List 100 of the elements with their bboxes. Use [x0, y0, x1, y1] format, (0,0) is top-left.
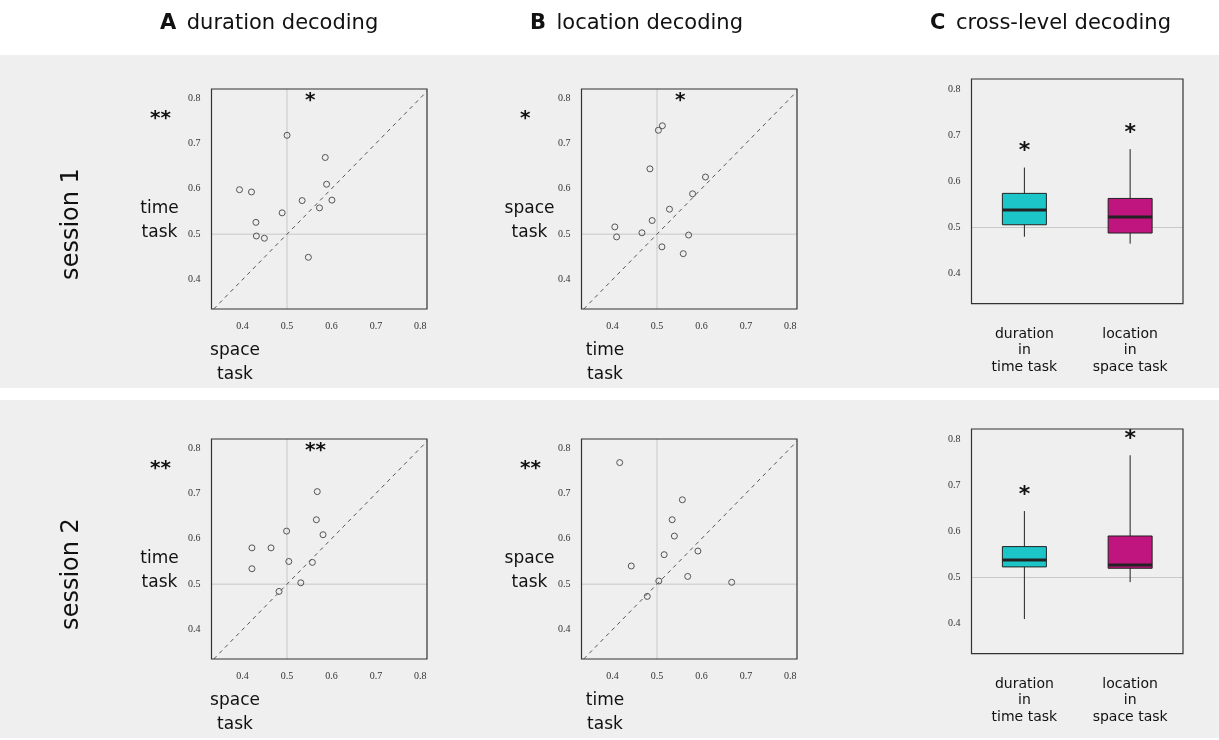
annotation: * — [1018, 480, 1031, 506]
point — [694, 547, 702, 555]
point — [668, 516, 676, 524]
y-axis-title: space task — [503, 196, 556, 243]
point — [328, 196, 336, 204]
point — [248, 544, 256, 552]
point — [247, 188, 255, 196]
annotation: ** — [305, 437, 326, 461]
y-tick-label: 0.6 — [188, 182, 201, 194]
y-tick-label: 0.8 — [188, 91, 201, 103]
point — [283, 131, 291, 139]
point — [670, 532, 678, 540]
point — [643, 592, 651, 600]
point — [304, 253, 312, 261]
point — [685, 231, 693, 239]
point — [297, 579, 305, 587]
x-tick-label: 0.8 — [784, 319, 797, 331]
point — [298, 197, 306, 205]
x-tick-label: 0.4 — [606, 319, 619, 331]
annotation: * — [1124, 425, 1137, 451]
point — [278, 209, 286, 217]
x-tick-label: duration in time task — [991, 324, 1059, 375]
point — [248, 565, 256, 573]
point — [658, 243, 666, 251]
point — [728, 578, 736, 586]
x-tick-label: 0.4 — [236, 319, 249, 331]
point — [658, 122, 666, 130]
x-tick-label: 0.5 — [650, 319, 664, 331]
point — [665, 205, 673, 213]
x-axis-title: time task — [584, 688, 626, 735]
x-tick-label: 0.8 — [414, 319, 427, 331]
point — [235, 186, 243, 194]
y-tick-label: 0.7 — [188, 487, 201, 499]
y-tick-label: 0.7 — [558, 137, 571, 149]
point — [689, 190, 697, 198]
x-tick-label: 0.7 — [369, 669, 383, 681]
point — [252, 232, 260, 240]
x-tick-label: 0.7 — [369, 319, 383, 331]
point — [313, 488, 321, 496]
y-tick-label: 0.4 — [188, 623, 201, 635]
text: session 2 — [56, 517, 84, 632]
point — [655, 577, 663, 585]
x-tick-label: 0.4 — [236, 669, 249, 681]
x-tick-label: 0.6 — [695, 319, 708, 331]
y-tick-label: 0.7 — [188, 137, 201, 149]
annotation: * — [1124, 118, 1137, 144]
y-axis-title: time task — [139, 546, 180, 593]
point — [312, 516, 320, 524]
y-tick-label: 0.8 — [558, 91, 571, 103]
y-tick-label: 0.5 — [948, 221, 961, 233]
point — [648, 217, 656, 225]
x-axis-title: space task — [209, 688, 261, 735]
y-tick-label: 0.7 — [558, 487, 571, 499]
y-tick-label: 0.4 — [558, 623, 571, 635]
text: * — [520, 105, 531, 129]
y-tick-label: 0.6 — [948, 525, 961, 537]
x-tick-label: 0.5 — [650, 669, 664, 681]
y-tick-label: 0.6 — [948, 175, 961, 187]
y-tick-label: 0.5 — [188, 577, 201, 589]
text: ** — [150, 105, 171, 129]
point — [679, 250, 687, 258]
point — [678, 496, 686, 504]
x-tick-label: 0.7 — [739, 319, 753, 331]
x-tick-label: 0.8 — [784, 669, 797, 681]
x-tick-label: duration in time task — [991, 674, 1059, 725]
point — [267, 544, 275, 552]
x-tick-label: 0.7 — [739, 669, 753, 681]
point — [611, 223, 619, 231]
chart-title: B location decoding — [530, 10, 743, 34]
y-tick-label: 0.4 — [188, 273, 201, 285]
x-tick-label: 0.6 — [325, 319, 338, 331]
y-tick-label: 0.5 — [188, 227, 201, 239]
y-tick-label: 0.4 — [948, 617, 961, 629]
y-tick-label: 0.5 — [558, 227, 571, 239]
y-tick-label: 0.4 — [948, 267, 961, 279]
y-tick-label: 0.8 — [948, 432, 961, 444]
point — [321, 154, 329, 161]
annotation: * — [675, 87, 686, 111]
point — [646, 165, 654, 173]
x-tick-label: 0.6 — [325, 669, 338, 681]
y-axis-title: time task — [139, 196, 180, 243]
x-tick-label: 0.6 — [695, 669, 708, 681]
y-tick-label: 0.7 — [948, 128, 961, 140]
x-tick-label: location in space task — [1092, 674, 1169, 725]
point — [308, 558, 316, 566]
point — [654, 126, 662, 134]
chart-title: A duration decoding — [160, 10, 379, 34]
annotation: * — [305, 87, 316, 111]
x-axis-title: space task — [209, 338, 261, 385]
point — [701, 173, 709, 181]
y-tick-label: 0.8 — [188, 441, 201, 453]
y-tick-label: 0.4 — [558, 273, 571, 285]
point — [275, 587, 283, 595]
x-tick-label: 0.5 — [280, 319, 294, 331]
annotation: * — [1018, 137, 1031, 163]
point — [616, 459, 624, 467]
point — [323, 180, 331, 188]
x-tick-label: location in space task — [1092, 324, 1169, 375]
y-tick-label: 0.5 — [948, 571, 961, 583]
y-tick-label: 0.5 — [558, 577, 571, 589]
